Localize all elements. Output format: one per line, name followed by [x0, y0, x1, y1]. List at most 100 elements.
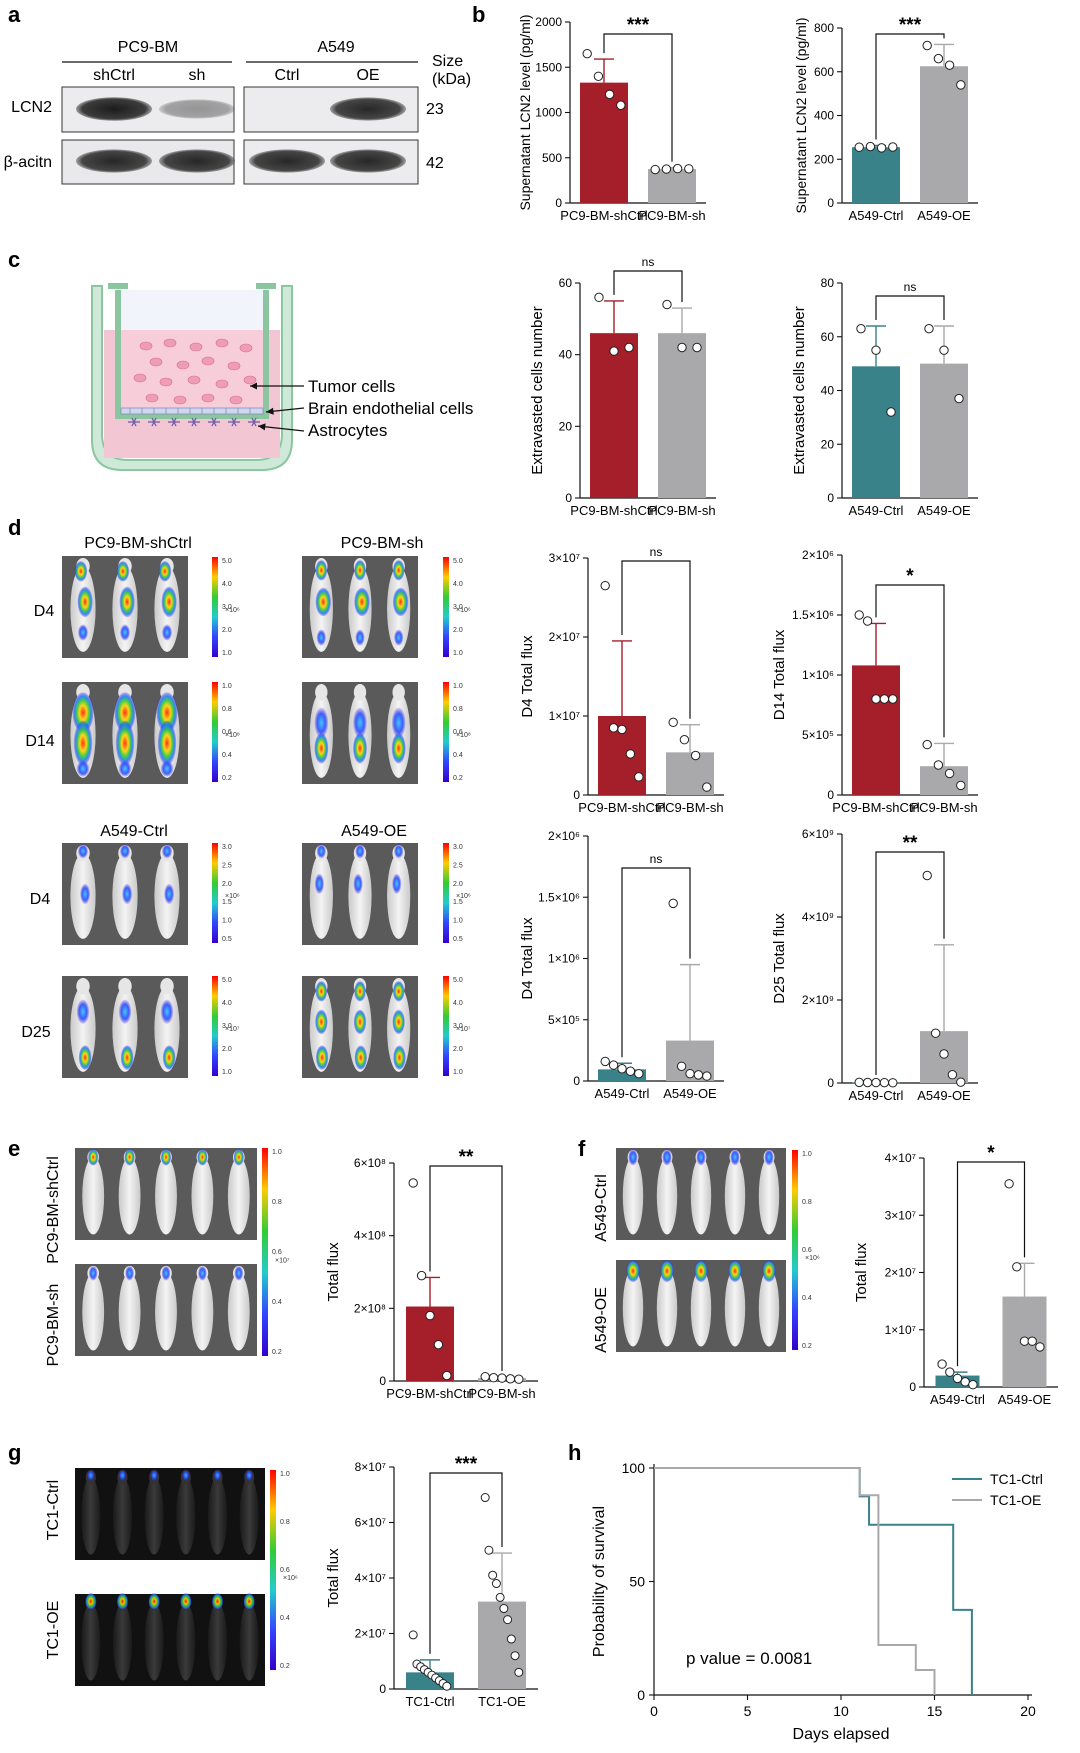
data-point	[930, 1028, 941, 1038]
signal-spot	[164, 883, 175, 905]
mouse-image	[154, 844, 180, 939]
endothelial-cells-icon	[120, 407, 264, 415]
y-tick-label: 4×10⁷	[885, 1151, 916, 1165]
colorbar-gradient	[262, 1148, 268, 1356]
mouse-image	[348, 844, 372, 939]
colorbar-unit: ×10⁷	[225, 1026, 240, 1033]
signal-spot	[211, 1593, 224, 1610]
signal-spot	[120, 1045, 134, 1070]
signal-spot	[213, 1469, 222, 1481]
x-tick-label: PC9-BM-shCtrl	[578, 800, 666, 815]
significance-label: ***	[627, 15, 650, 36]
signal-spot	[391, 707, 406, 739]
panel-label-f: f	[578, 1136, 586, 1161]
colorbar-tick: 3.0	[222, 1023, 232, 1030]
data-point	[702, 782, 712, 792]
km-series-TC1-OE	[654, 1467, 936, 1695]
significance-bracket	[621, 560, 691, 719]
km-x-tick-label: 15	[927, 1703, 943, 1719]
y-tick-label: 500	[542, 151, 562, 165]
data-point	[488, 1570, 498, 1580]
data-point	[600, 580, 610, 591]
signal-spot	[234, 1265, 244, 1281]
data-point	[1035, 1342, 1045, 1352]
y-tick-label: 2×10⁶	[802, 548, 834, 562]
imaging-photo	[75, 1593, 265, 1686]
data-point	[945, 1367, 955, 1377]
colorbar-gradient	[792, 1150, 798, 1350]
legend-label: TC1-OE	[990, 1492, 1041, 1508]
km-x-tick-label: 20	[1020, 1703, 1036, 1719]
data-point	[672, 163, 683, 174]
colorbar-unit: ×10⁶	[456, 607, 471, 614]
data-point	[608, 723, 619, 733]
x-tick-label: PC9-BM-sh	[468, 1386, 535, 1401]
significance-label: ns	[650, 545, 663, 559]
signal-spot	[160, 1148, 172, 1166]
data-point	[442, 1681, 452, 1691]
panel-label-c: c	[8, 247, 20, 272]
mouse-image	[348, 684, 372, 778]
data-point	[480, 1371, 490, 1382]
colorbar-gradient	[443, 843, 449, 943]
luminescence-colorbar: 5.0 4.0 3.0 2.0 1.0 ×10⁷	[212, 976, 240, 1076]
significance-bracket	[875, 584, 945, 738]
photo-background	[75, 1594, 265, 1686]
mouse-image	[758, 1148, 780, 1235]
x-tick-label: PC9-BM-shCtrl	[832, 800, 920, 815]
data-point	[871, 1077, 881, 1088]
colorbar-tick: 3.0	[222, 604, 232, 611]
y-tick-label: 1×10⁶	[548, 952, 580, 966]
luminescence-colorbar: 1.0 0.8 0.6 0.4 0.2 ×10⁶	[270, 1470, 298, 1670]
mouse-image	[239, 1593, 259, 1681]
luminescence-colorbar: 5.0 4.0 3.0 2.0 1.0 ×10⁶	[443, 557, 471, 657]
x-tick-label: PC9-BM-sh	[656, 800, 723, 815]
data-point	[677, 342, 687, 353]
data-point	[956, 780, 966, 791]
km-x-tick-label: 0	[650, 1703, 658, 1719]
data-point	[968, 1380, 978, 1390]
signal-spot	[316, 629, 326, 646]
arrow-astrocytes	[257, 425, 305, 432]
data-point	[408, 1630, 418, 1640]
y-tick-label: 0	[573, 1074, 580, 1088]
mouse-image	[112, 684, 138, 778]
y-axis-label: D25 Total flux	[771, 913, 788, 1004]
colorbar-tick: 2.5	[222, 862, 232, 869]
y-tick-label: 5×10⁵	[802, 728, 834, 742]
colorbar-tick: 0.6	[222, 729, 232, 736]
y-tick-label: 20	[821, 437, 835, 451]
data-point	[661, 164, 672, 174]
data-point	[871, 694, 881, 704]
data-point	[956, 1077, 966, 1087]
signal-spot	[394, 844, 404, 859]
data-point	[433, 1339, 444, 1350]
data-point	[416, 1270, 427, 1281]
mouse-image	[309, 978, 333, 1072]
signal-spot	[118, 1469, 127, 1481]
panel-label-h: h	[568, 1440, 581, 1465]
row-label-f-oe: A549-OE	[593, 1287, 610, 1353]
mouse-image	[82, 1148, 105, 1235]
y-tick-label: 0	[379, 1374, 386, 1388]
blot-band	[76, 149, 152, 173]
colorbar-tick: 0.4	[222, 752, 232, 759]
significance-label: ns	[642, 255, 655, 269]
colorbar-tick: 0.2	[280, 1663, 290, 1670]
signal-spot	[77, 586, 93, 618]
significance-label: ***	[455, 1454, 478, 1475]
signal-spot	[116, 1593, 129, 1610]
y-tick-label: 1×10⁶	[802, 668, 834, 682]
y-axis-label: Total flux	[325, 1242, 342, 1302]
bar-PC9-BM-shCtrl	[852, 665, 900, 795]
mouse-image	[227, 1265, 250, 1351]
signal-spot	[764, 1148, 774, 1166]
chart-d4: 0 2×10⁹ 4×10⁹ 6×10⁹ D25 Total flux A549-Ctrl A…	[771, 827, 978, 1103]
significance-bracket	[875, 295, 945, 320]
colorbar-tick: 0.4	[802, 1295, 812, 1302]
y-axis-label: D4 Total flux	[519, 635, 536, 718]
img-title-a549-oe: A549-OE	[341, 823, 407, 840]
y-tick-label: 1×10⁷	[885, 1323, 916, 1337]
blot-band	[159, 149, 235, 173]
